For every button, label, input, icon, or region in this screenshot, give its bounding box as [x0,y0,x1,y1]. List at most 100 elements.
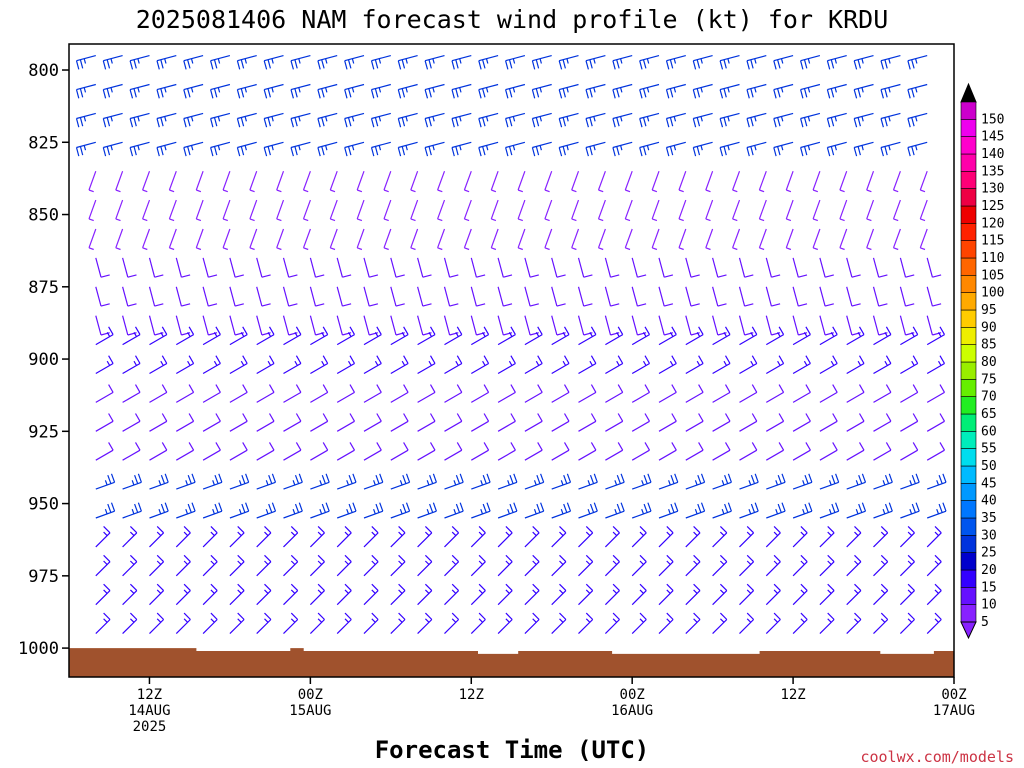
wind-barb-flag [432,502,437,512]
wind-barb-flag [698,355,704,364]
wind-barb-shaft [524,257,531,278]
terrain-surface [69,648,954,677]
wind-barb-shaft [524,619,540,635]
wind-barb-flag [349,384,356,393]
wind-barb-shaft [719,112,740,120]
wind-barb-flag [375,503,380,513]
wind-barb-shaft [765,619,781,635]
wind-barb-flag [746,525,755,534]
wind-barb-flag [315,274,325,278]
wind-barb-flag [612,612,620,620]
wind-barb-shaft [846,532,862,548]
wind-barb-shaft [282,257,290,278]
wind-barb-shaft [237,55,257,62]
wind-barb-shaft [819,590,835,606]
wind-barb [363,413,382,432]
wind-barb-shaft [739,334,758,346]
wind-barb-shaft [551,561,567,577]
wind-barb-flag [911,360,915,366]
wind-barb-flag [268,326,275,335]
wind-barb-flag [798,274,808,278]
wind-barb [310,326,329,346]
wind-barb-shaft [578,391,597,403]
wind-barb [95,583,111,606]
wind-barb [524,257,539,278]
wind-barb-flag [777,331,781,337]
wind-barb-flag [371,612,379,620]
wind-barb-shaft [919,199,928,220]
wind-barb-shaft [792,286,799,307]
wind-barb-flag [169,247,175,251]
wind-barb-flag [566,473,572,483]
wind-barb-flag [428,331,433,337]
wind-barb-flag [746,60,750,70]
wind-barb-flag [181,303,191,307]
wind-barb-shaft [390,532,406,548]
wind-barb-flag [505,583,513,592]
wind-barb [75,112,96,128]
wind-barb-shaft [336,619,352,635]
wind-barb-flag [344,118,348,128]
wind-barb-shaft [631,334,650,346]
wind-barb [424,83,445,99]
wind-barb [524,384,543,403]
wind-barb-flag [614,508,618,515]
colorbar-label: 40 [981,494,997,509]
wind-barb-flag [106,146,111,156]
wind-barb-shaft [317,55,338,62]
wind-barb-shaft [758,228,767,249]
wind-barb-shaft [390,315,397,336]
wind-barb [712,473,732,490]
wind-barb-flag [807,58,811,64]
wind-barb-flag [210,525,218,534]
wind-barb-flag [187,117,191,127]
wind-barb-flag [915,145,918,151]
wind-barb-shaft [765,561,781,577]
wind-barb [490,170,499,193]
wind-barb-shaft [175,532,191,548]
wind-barb-flag [832,384,838,393]
wind-barb-flag [347,88,352,98]
wind-barb-flag [459,502,464,512]
wind-barb-flag [75,60,80,70]
wind-barb [302,199,311,222]
wind-barb-flag [593,145,596,151]
wind-barb-flag [485,145,489,151]
wind-barb [665,55,686,70]
wind-barb-flag [907,560,913,565]
wind-barb-flag [424,118,429,128]
x-tick-label: 00Z [298,687,323,703]
wind-barb-shaft [470,315,477,336]
wind-barb-shaft [344,83,365,91]
wind-barb-shaft [866,199,875,220]
wind-barb-flag [858,326,865,335]
wind-barb [551,384,570,403]
wind-barb-flag [103,554,111,563]
wind-barb [597,170,606,193]
wind-barb-shaft [309,590,325,606]
wind-barb-flag [429,442,436,451]
colorbar-label: 80 [981,355,997,370]
wind-barb [524,525,540,548]
terrain-layer [69,648,954,677]
wind-barb [478,112,499,128]
wind-barb-flag [164,116,167,122]
wind-barb-flag [800,612,808,620]
wind-barb-flag [777,59,781,69]
wind-barb [122,257,137,278]
wind-barb [497,554,513,577]
wind-barb-shaft [168,228,177,249]
wind-barb [236,141,257,157]
wind-barb [229,554,245,577]
wind-barb-flag [403,326,409,335]
wind-barb-flag [854,554,862,563]
wind-barb-shaft [122,334,141,346]
wind-barb [792,442,811,461]
wind-barb-shaft [900,481,920,490]
colorbar-label: 65 [981,407,997,422]
wind-barb-shaft [148,257,156,278]
wind-barb-flag [566,145,569,151]
wind-barb-shaft [819,286,826,307]
wind-barb [210,141,231,157]
wind-barb [765,612,781,635]
